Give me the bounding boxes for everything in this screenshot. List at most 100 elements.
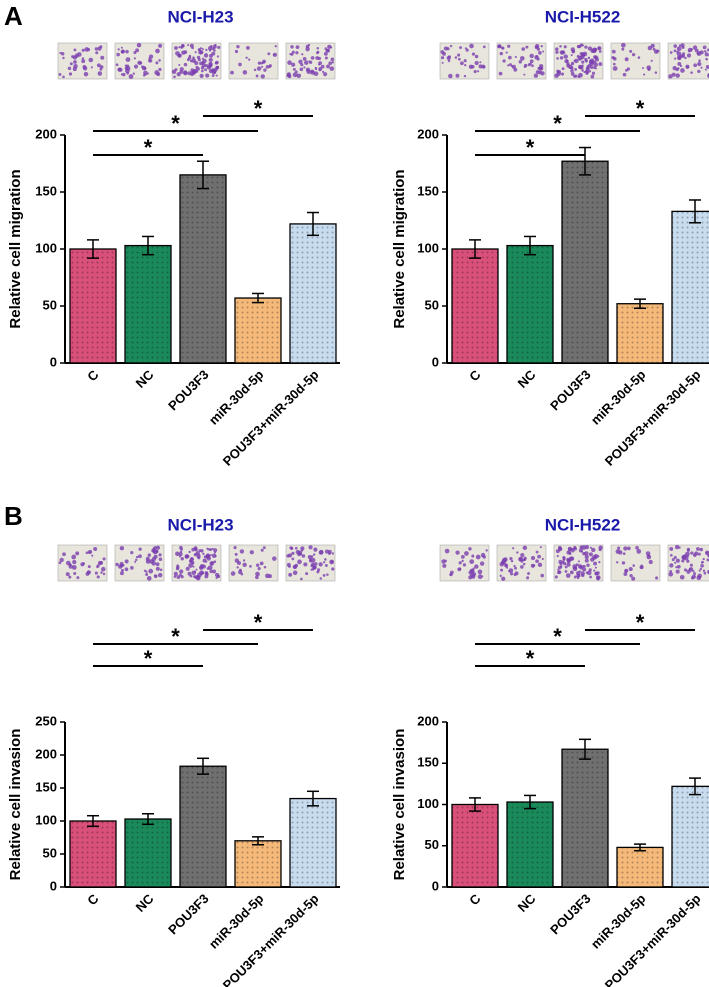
cell <box>214 61 218 65</box>
cell <box>328 61 333 66</box>
cell <box>683 568 688 572</box>
cell <box>313 547 318 552</box>
y-tick-label: 50 <box>425 837 439 852</box>
cell <box>128 74 134 79</box>
cell <box>286 73 291 78</box>
x-tick-label: POU3F3+miR-30d-5p <box>220 891 322 987</box>
cell <box>230 70 234 75</box>
cell <box>305 67 310 72</box>
cell <box>158 67 162 72</box>
cell <box>584 554 589 560</box>
cell <box>328 552 331 556</box>
bar-texture <box>507 245 553 363</box>
cell <box>304 60 309 65</box>
cell <box>255 571 260 577</box>
cell <box>581 64 584 67</box>
significance-star: * <box>553 111 562 136</box>
cell <box>301 53 304 56</box>
cell <box>97 71 103 76</box>
cell <box>141 65 147 71</box>
cell <box>671 72 676 77</box>
cell <box>324 564 328 567</box>
cell <box>597 46 602 51</box>
cell <box>516 551 519 554</box>
cell <box>674 561 677 564</box>
cell <box>680 54 684 58</box>
cell <box>213 49 216 52</box>
cell <box>248 58 251 61</box>
cell <box>262 546 266 550</box>
micrograph <box>667 42 709 80</box>
bar-texture <box>180 174 226 363</box>
cell <box>593 60 597 64</box>
cell <box>130 566 134 570</box>
y-tick-label: 0 <box>432 354 439 369</box>
cell <box>310 56 315 60</box>
cell <box>100 571 103 574</box>
cell <box>176 72 181 77</box>
cell <box>566 562 571 567</box>
cell <box>537 67 540 70</box>
cell <box>202 58 207 64</box>
cell <box>589 546 593 549</box>
micrograph <box>114 544 165 582</box>
significance-star: * <box>254 96 263 121</box>
cell <box>68 575 72 579</box>
cell <box>677 564 681 569</box>
panel-label: B <box>4 501 23 531</box>
cell <box>72 559 77 565</box>
cell <box>580 571 585 576</box>
cell <box>629 49 633 53</box>
significance-star: * <box>526 646 535 671</box>
cell <box>318 550 324 555</box>
cell <box>468 64 474 69</box>
cell <box>305 572 309 576</box>
y-tick-label: 50 <box>43 845 57 860</box>
cell <box>330 57 335 62</box>
significance-star: * <box>526 135 535 160</box>
cell <box>216 55 219 58</box>
cell <box>523 557 527 561</box>
cell <box>149 559 154 564</box>
cell <box>692 569 695 573</box>
cell <box>253 68 257 72</box>
cell <box>60 51 65 56</box>
cell <box>697 69 701 74</box>
cell <box>564 565 568 569</box>
micrograph-bg <box>228 42 279 80</box>
cell <box>680 43 685 48</box>
cell <box>209 549 212 552</box>
cell <box>611 56 615 60</box>
cell <box>71 554 77 560</box>
cell <box>199 73 204 78</box>
cell <box>578 58 581 61</box>
cell <box>291 50 295 54</box>
cell <box>120 46 123 49</box>
chart-title: NCI-H522 <box>545 7 621 26</box>
bar-texture <box>290 798 336 887</box>
cell <box>125 57 131 62</box>
cell <box>242 70 248 75</box>
cell <box>295 45 300 50</box>
cell <box>212 44 217 49</box>
cell <box>617 546 621 550</box>
bar-texture <box>235 840 281 887</box>
cell <box>697 573 702 579</box>
cell <box>138 61 143 65</box>
cell <box>462 563 467 567</box>
cell <box>508 55 512 60</box>
cell <box>86 570 91 575</box>
cell <box>85 551 89 555</box>
cell <box>686 53 692 58</box>
cell <box>136 42 142 48</box>
cell <box>570 72 575 76</box>
cell <box>62 552 66 557</box>
cell <box>290 45 294 49</box>
cell <box>464 63 467 67</box>
cell <box>527 572 530 575</box>
cell <box>260 74 265 79</box>
cell <box>214 572 220 578</box>
x-tick-label: POU3F3 <box>165 367 211 413</box>
cell <box>444 548 450 554</box>
cell <box>99 67 103 71</box>
